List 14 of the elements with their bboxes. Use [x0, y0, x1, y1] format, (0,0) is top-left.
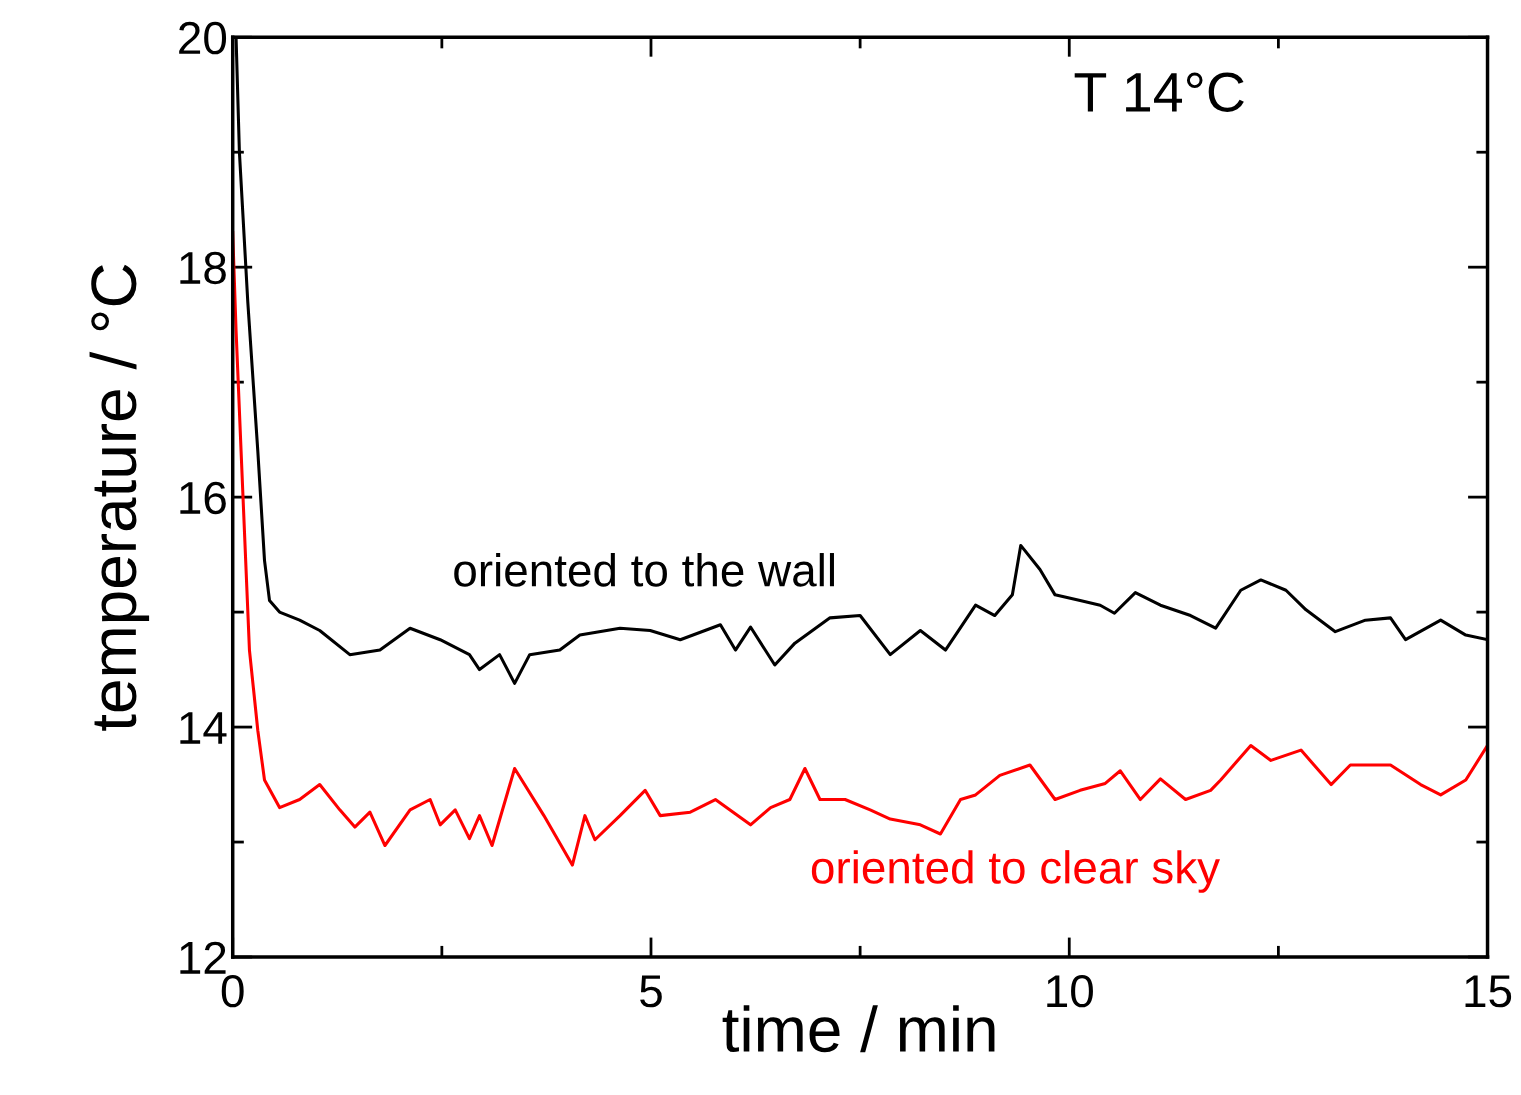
y-tick-label: 16: [180, 481, 226, 515]
x-axis-title: time / min: [722, 1005, 995, 1053]
x-tick-label: 5: [640, 975, 662, 1008]
annotation: T 14°C: [1074, 72, 1244, 112]
x-tick-label: 10: [1047, 974, 1093, 1008]
y-tick-label: 20: [179, 21, 227, 55]
y-tick-label: 14: [180, 712, 227, 744]
x-tick-label: 15: [1465, 975, 1512, 1008]
y-tick-label: 12: [180, 941, 226, 974]
x-tick-label: 0: [221, 974, 244, 1008]
series-label: oriented to clear sky: [811, 850, 1220, 893]
y-tick-label: 18: [180, 251, 226, 285]
series-label: oriented to the wall: [454, 553, 834, 587]
y-axis-title: temperature / °C: [89, 264, 150, 731]
